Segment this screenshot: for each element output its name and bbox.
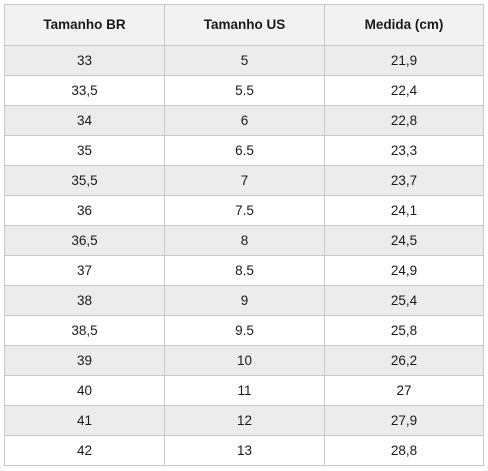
table-row: 38,5 9.5 25,8 xyxy=(4,315,484,346)
header-us-size: Tamanho US xyxy=(164,4,325,46)
cell-br-size: 33 xyxy=(4,45,165,76)
table-row: 39 10 26,2 xyxy=(4,345,484,376)
cell-us-size: 8.5 xyxy=(164,255,325,286)
table-row: 35,5 7 23,7 xyxy=(4,165,484,196)
cell-measure-cm: 27 xyxy=(324,375,484,406)
cell-br-size: 39 xyxy=(4,345,165,376)
cell-br-size: 35 xyxy=(4,135,165,166)
cell-br-size: 42 xyxy=(4,435,165,466)
cell-us-size: 13 xyxy=(164,435,325,466)
cell-br-size: 36,5 xyxy=(4,225,165,256)
table-row: 36,5 8 24,5 xyxy=(4,225,484,256)
cell-us-size: 7.5 xyxy=(164,195,325,226)
cell-us-size: 9 xyxy=(164,285,325,316)
header-br-size: Tamanho BR xyxy=(4,4,165,46)
table-row: 36 7.5 24,1 xyxy=(4,195,484,226)
cell-br-size: 37 xyxy=(4,255,165,286)
cell-br-size: 36 xyxy=(4,195,165,226)
cell-us-size: 7 xyxy=(164,165,325,196)
cell-br-size: 40 xyxy=(4,375,165,406)
cell-br-size: 38,5 xyxy=(4,315,165,346)
cell-br-size: 41 xyxy=(4,405,165,436)
table-row: 41 12 27,9 xyxy=(4,405,484,436)
cell-us-size: 5.5 xyxy=(164,75,325,106)
header-row: Tamanho BR Tamanho US Medida (cm) xyxy=(4,4,484,46)
cell-measure-cm: 21,9 xyxy=(324,45,484,76)
cell-us-size: 12 xyxy=(164,405,325,436)
table-row: 34 6 22,8 xyxy=(4,105,484,136)
cell-us-size: 8 xyxy=(164,225,325,256)
table-body: 33 5 21,9 33,5 5.5 22,4 34 6 22,8 35 6.5 23,3 35,5 7 2… xyxy=(4,45,484,466)
cell-measure-cm: 24,9 xyxy=(324,255,484,286)
table-row: 38 9 25,4 xyxy=(4,285,484,316)
cell-us-size: 5 xyxy=(164,45,325,76)
table-row: 33,5 5.5 22,4 xyxy=(4,75,484,106)
cell-measure-cm: 22,8 xyxy=(324,105,484,136)
cell-us-size: 11 xyxy=(164,375,325,406)
size-chart-table: Tamanho BR Tamanho US Medida (cm) 33 5 21,… xyxy=(4,4,484,466)
cell-measure-cm: 23,7 xyxy=(324,165,484,196)
cell-measure-cm: 24,5 xyxy=(324,225,484,256)
cell-br-size: 33,5 xyxy=(4,75,165,106)
table-header: Tamanho BR Tamanho US Medida (cm) xyxy=(4,4,484,46)
cell-measure-cm: 27,9 xyxy=(324,405,484,436)
cell-measure-cm: 24,1 xyxy=(324,195,484,226)
table-row: 35 6.5 23,3 xyxy=(4,135,484,166)
cell-measure-cm: 25,4 xyxy=(324,285,484,316)
cell-measure-cm: 23,3 xyxy=(324,135,484,166)
cell-us-size: 6 xyxy=(164,105,325,136)
header-measure-cm: Medida (cm) xyxy=(324,4,484,46)
cell-measure-cm: 26,2 xyxy=(324,345,484,376)
cell-br-size: 35,5 xyxy=(4,165,165,196)
cell-us-size: 10 xyxy=(164,345,325,376)
cell-us-size: 6.5 xyxy=(164,135,325,166)
cell-measure-cm: 28,8 xyxy=(324,435,484,466)
cell-measure-cm: 22,4 xyxy=(324,75,484,106)
table-row: 40 11 27 xyxy=(4,375,484,406)
cell-measure-cm: 25,8 xyxy=(324,315,484,346)
cell-br-size: 38 xyxy=(4,285,165,316)
table-row: 42 13 28,8 xyxy=(4,435,484,466)
cell-us-size: 9.5 xyxy=(164,315,325,346)
cell-br-size: 34 xyxy=(4,105,165,136)
table-row: 37 8.5 24,9 xyxy=(4,255,484,286)
table-row: 33 5 21,9 xyxy=(4,45,484,76)
